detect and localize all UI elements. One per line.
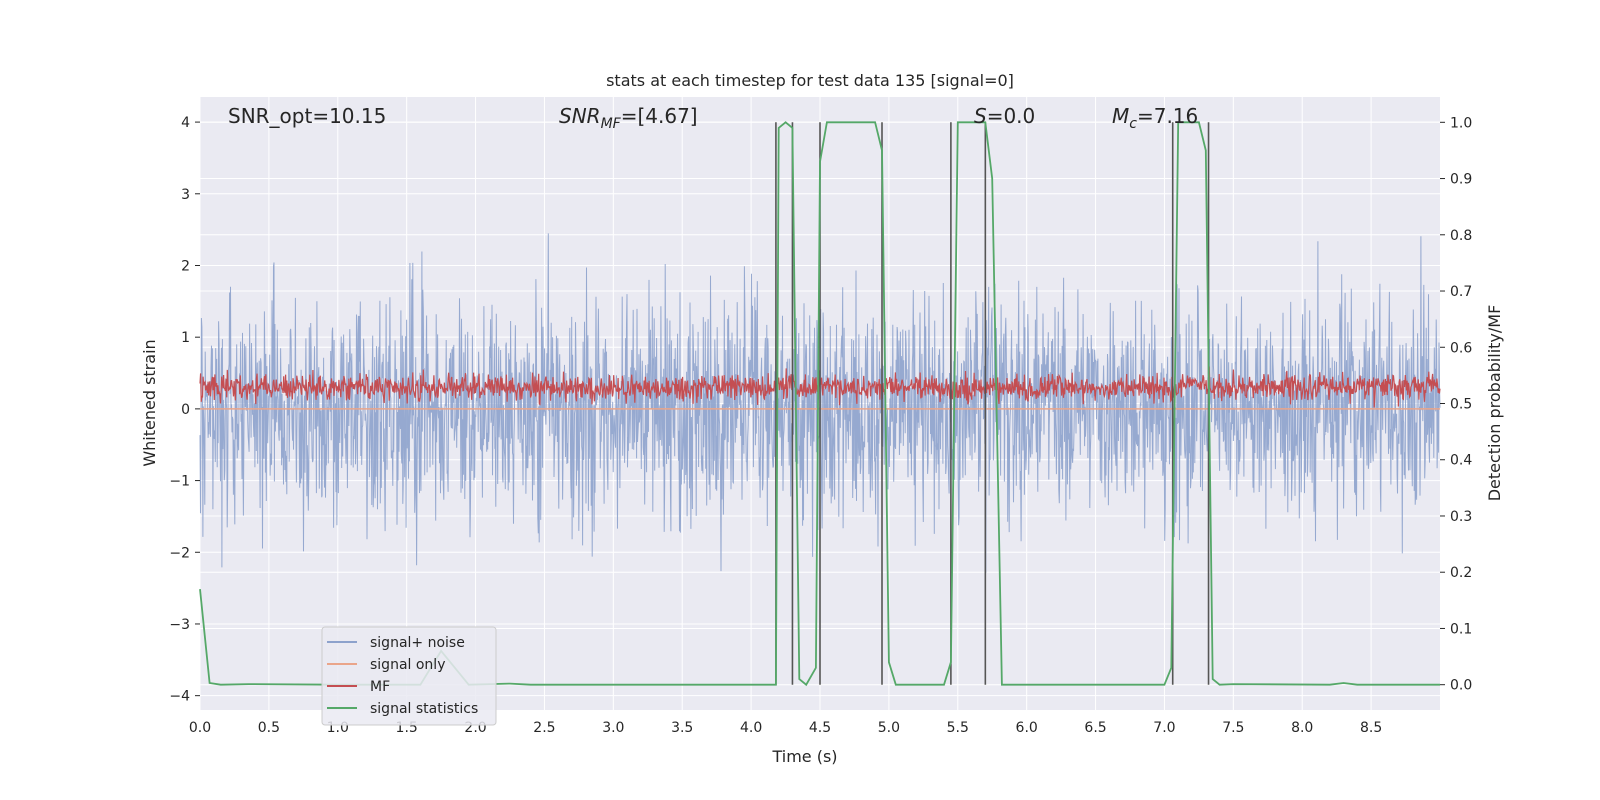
mc-value: =7.16: [1137, 104, 1198, 128]
legend-label-stats: signal statistics: [370, 701, 478, 717]
x-tick-label: 3.0: [602, 720, 624, 736]
left-tick-label: 2: [181, 258, 190, 274]
s-value: =0.0: [987, 104, 1036, 128]
left-tick-labels: −4 −3 −2 −1 0 1 2 3 4: [169, 115, 200, 705]
left-axis-label: Whitened strain: [140, 339, 159, 466]
snr-mf-symbol: SNR: [559, 104, 601, 128]
legend-label-mf: MF: [370, 679, 390, 695]
x-tick-label: 2.5: [533, 720, 555, 736]
right-tick-label: 0.8: [1450, 228, 1472, 244]
right-tick-label: 1.0: [1450, 115, 1472, 131]
legend-label-signal: signal only: [370, 657, 445, 673]
x-tick-label: 0.5: [258, 720, 280, 736]
left-tick-label: −1: [169, 474, 190, 490]
right-tick-label: 0.9: [1450, 172, 1472, 188]
x-tick-label: 7.5: [1222, 720, 1244, 736]
x-axis-label: Time (s): [771, 747, 837, 766]
x-tick-label: 5.5: [947, 720, 969, 736]
x-tick-label: 6.0: [1016, 720, 1038, 736]
x-tick-label: 8.5: [1360, 720, 1382, 736]
right-tick-label: 0.2: [1450, 565, 1472, 581]
left-tick-label: 3: [181, 187, 190, 203]
mc-subscript: c: [1129, 116, 1137, 132]
x-tick-labels: 0.0 0.5 1.0 1.5 2.0 2.5 3.0 3.5 4.0 4.5 5.0 5.5 6.0 6…: [189, 720, 1382, 736]
x-tick-label: 6.5: [1084, 720, 1106, 736]
legend: signal+ noise signal only MF signal stat…: [321, 626, 497, 726]
snr-mf-subscript: MF: [601, 116, 622, 132]
x-tick-label: 3.5: [671, 720, 693, 736]
right-tick-label: 0.3: [1450, 509, 1472, 525]
left-tick-label: −3: [169, 617, 190, 633]
left-tick-label: −2: [169, 545, 190, 561]
snr-mf-annotation: SNRMF=[4.67]: [559, 104, 698, 132]
s-symbol: S: [974, 104, 987, 128]
right-tick-label: 0.7: [1450, 284, 1472, 300]
x-tick-label: 0.0: [189, 720, 211, 736]
x-tick-label: 4.0: [740, 720, 762, 736]
x-tick-label: 8.0: [1291, 720, 1313, 736]
legend-label-noise: signal+ noise: [370, 635, 465, 651]
snr-mf-value: =[4.67]: [621, 104, 698, 128]
right-tick-label: 0.4: [1450, 453, 1472, 469]
right-axis-label: Detection probability/MF: [1485, 305, 1504, 502]
legend-box: [321, 626, 497, 726]
mc-symbol: M: [1112, 104, 1129, 128]
right-tick-label: 0.6: [1450, 340, 1472, 356]
x-tick-label: 5.0: [878, 720, 900, 736]
left-tick-label: −4: [169, 689, 190, 705]
right-tick-labels: 0.0 0.1 0.2 0.3 0.4 0.5 0.6 0.7 0.8 0.9 1.0: [1440, 115, 1472, 694]
left-tick-label: 0: [181, 402, 190, 418]
s-annotation: S=0.0: [974, 104, 1035, 128]
left-tick-label: 4: [181, 115, 190, 131]
x-tick-label: 7.0: [1153, 720, 1175, 736]
left-tick-label: 1: [181, 330, 190, 346]
right-tick-label: 0.5: [1450, 397, 1472, 413]
right-tick-label: 0.1: [1450, 621, 1472, 637]
snr-opt-annotation: SNR_opt=10.15: [228, 104, 386, 128]
mc-annotation: Mc=7.16: [1112, 104, 1198, 132]
x-tick-label: 4.5: [809, 720, 831, 736]
chart-title: stats at each timestep for test data 135…: [606, 71, 1014, 90]
right-tick-label: 0.0: [1450, 678, 1472, 694]
